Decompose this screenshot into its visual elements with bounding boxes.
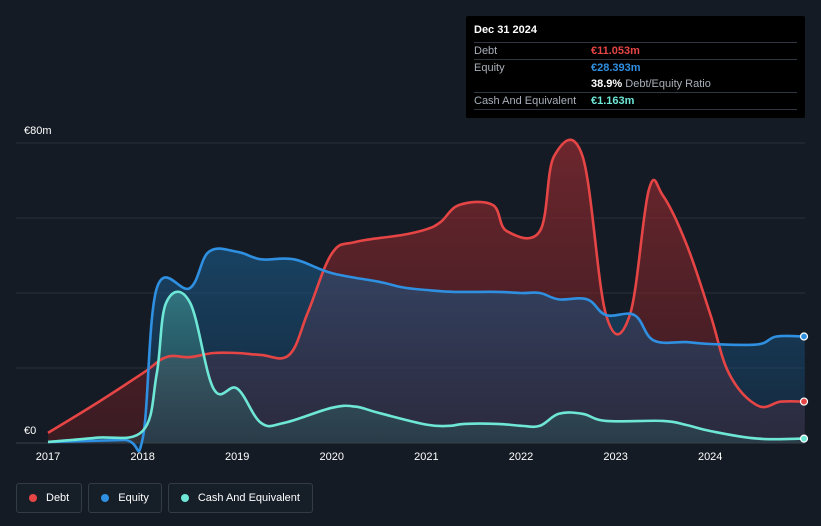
- x-tick-2024: 2024: [697, 451, 723, 463]
- x-tick-2023: 2023: [603, 451, 628, 463]
- end-markers: [799, 332, 809, 443]
- area-fills: [48, 139, 805, 452]
- tooltip-ratio: 38.9% Debt/Equity Ratio: [591, 76, 711, 92]
- equity-end-point: [799, 332, 809, 341]
- tooltip-debt-value: €11.053m: [591, 45, 640, 57]
- x-tick-2022: 2022: [508, 451, 534, 463]
- x-tick-2018: 2018: [130, 451, 155, 463]
- tooltip-row-cash: Cash And Equivalent €1.163m: [474, 92, 797, 110]
- tooltip-row-ratio: 38.9% Debt/Equity Ratio: [474, 76, 797, 92]
- tooltip-cash-label: Cash And Equivalent: [474, 95, 577, 107]
- series-lines: [47, 138, 805, 453]
- tooltip-row-equity: Equity €28.393m: [474, 59, 797, 76]
- legend-item-cash[interactable]: Cash And Equivalent: [167, 483, 313, 513]
- cash-end-point: [799, 434, 809, 443]
- debt-end-point: [799, 397, 809, 406]
- debt-line: [47, 138, 805, 435]
- legend-label-debt: Debt: [46, 492, 70, 504]
- tooltip-row-debt: Debt €11.053m: [474, 42, 797, 59]
- tooltip-equity-value: €28.393m: [591, 62, 641, 74]
- legend-item-equity[interactable]: Equity: [88, 483, 162, 513]
- tooltip-ratio-label: Debt/Equity Ratio: [625, 78, 711, 90]
- chart-legend: Debt Equity Cash And Equivalent: [16, 483, 313, 513]
- data-tooltip: Dec 31 2024 Debt €11.053m Equity €28.393…: [466, 16, 805, 118]
- x-tick-2020: 2020: [319, 451, 345, 463]
- y-tick-zero: €0: [24, 425, 37, 437]
- equity-line: [47, 247, 805, 453]
- tooltip-ratio-value: 38.9%: [591, 78, 623, 90]
- x-tick-2017: 2017: [35, 451, 61, 463]
- tooltip-cash-value: €1.163m: [591, 95, 635, 107]
- legend-dot-cash: [180, 494, 189, 502]
- tooltip-equity-label: Equity: [474, 62, 505, 74]
- x-tick-2021: 2021: [414, 451, 439, 463]
- legend-label-cash: Cash And Equivalent: [197, 492, 300, 504]
- legend-dot-equity: [101, 494, 110, 502]
- tooltip-debt-label: Debt: [474, 45, 498, 57]
- cash-area: [48, 291, 805, 443]
- legend-label-equity: Equity: [118, 492, 149, 504]
- cash-line: [47, 290, 805, 444]
- legend-dot-debt: [29, 494, 37, 502]
- tooltip-date: Dec 31 2024: [474, 24, 537, 36]
- y-tick-top: €80m: [24, 125, 52, 137]
- x-tick-2019: 2019: [224, 451, 250, 463]
- legend-item-debt[interactable]: Debt: [16, 483, 83, 513]
